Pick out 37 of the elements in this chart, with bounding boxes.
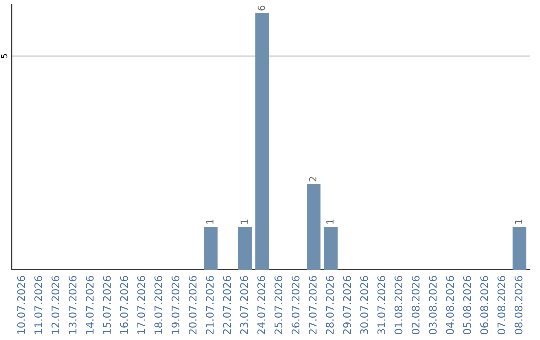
x-tick-label: 13.07.2026 (68, 276, 77, 334)
x-tick-label: 01.08.2026 (394, 276, 403, 335)
x-tick-label: 20.07.2026 (188, 276, 197, 334)
x-tick-label: 22.07.2026 (223, 276, 232, 334)
x-tick-label: 05.08.2026 (463, 276, 472, 335)
x-tick-label: 19.07.2026 (172, 276, 180, 334)
x-tick-label: 29.07.2026 (343, 276, 352, 334)
data-label: 1 (240, 220, 248, 224)
x-tick-label: 08.08.2026 (514, 276, 523, 335)
y-tick-label: 5 (1, 54, 8, 58)
x-tick-label: 21.07.2026 (206, 276, 214, 334)
x-tick-label: 11.07.2026 (34, 276, 42, 334)
x-tick-label: 17.07.2026 (138, 276, 146, 334)
x-tick-label: 03.08.2026 (429, 276, 437, 335)
x-tick-label: 04.08.2026 (446, 276, 454, 335)
x-tick-label: 27.07.2026 (309, 276, 317, 334)
x-tick-label: 12.07.2026 (52, 276, 60, 334)
x-tick-label: 28.07.2026 (326, 276, 334, 334)
x-tick-label: 26.07.2026 (292, 276, 300, 334)
x-tick-label: 06.08.2026 (480, 276, 488, 335)
data-label: 2 (309, 177, 317, 182)
x-tick-label: 14.07.2026 (86, 276, 94, 334)
x-tick-label: 24.07.2026 (258, 276, 266, 334)
x-tick-label: 18.07.2026 (154, 276, 163, 334)
x-tick-label: 30.07.2026 (360, 276, 368, 334)
data-label: 1 (206, 220, 214, 224)
x-tick-label: 02.08.2026 (412, 276, 420, 335)
x-tick-label: 31.07.2026 (378, 276, 386, 334)
x-tick-label: 07.08.2026 (498, 276, 506, 335)
data-label: 1 (515, 220, 522, 224)
x-tick-label: 15.07.2026 (103, 276, 112, 334)
x-tick-label: 10.07.2026 (17, 276, 26, 334)
x-tick-label: 25.07.2026 (274, 276, 283, 334)
x-tick-label: 16.07.2026 (120, 276, 128, 334)
data-label: 6 (258, 6, 266, 11)
x-tick-label: 23.07.2026 (240, 276, 248, 334)
data-label: 1 (326, 220, 334, 224)
